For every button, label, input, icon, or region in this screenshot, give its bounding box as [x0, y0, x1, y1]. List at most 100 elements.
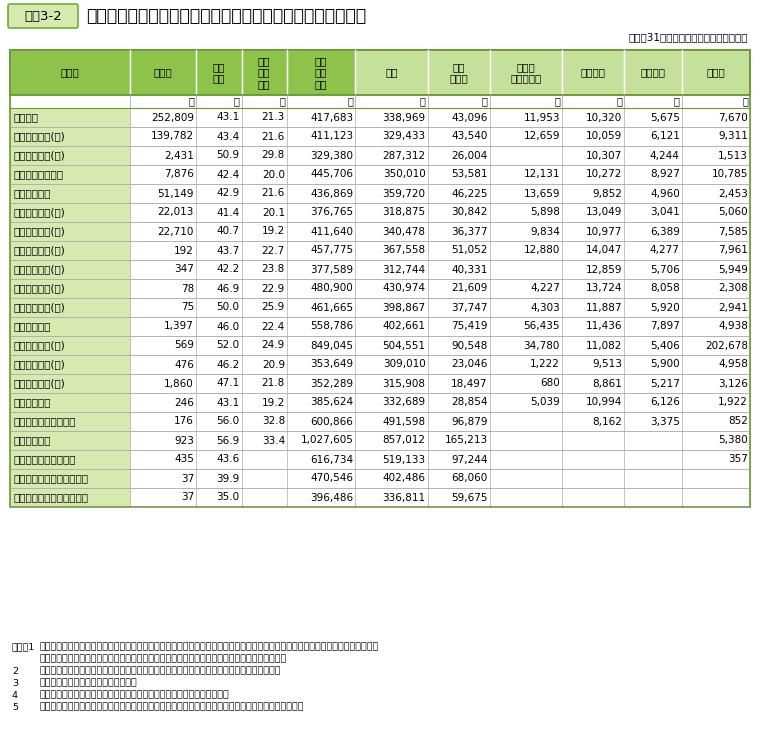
Bar [562, 412, 624, 431]
Text: 332,689: 332,689 [382, 398, 426, 407]
Text: 20.0: 20.0 [262, 169, 285, 180]
Text: 312,744: 312,744 [382, 264, 426, 274]
Text: 円: 円 [674, 96, 679, 107]
Text: 22.9: 22.9 [261, 283, 285, 293]
Text: 78: 78 [181, 283, 194, 293]
Bar [355, 260, 428, 279]
Text: 42.2: 42.2 [217, 264, 239, 274]
Bar [428, 108, 489, 127]
Bar [489, 393, 562, 412]
Bar [562, 108, 624, 127]
Bar [10, 393, 130, 412]
Text: 俸給表: 俸給表 [61, 67, 79, 77]
Bar [428, 355, 489, 374]
Text: 22,710: 22,710 [157, 226, 194, 237]
Text: 2: 2 [12, 666, 18, 675]
Text: 「その他」は、本府省業務調整手当、単身赴任手当（基礎額）、寒冷地手当、特地勤務手当等である。: 「その他」は、本府省業務調整手当、単身赴任手当（基礎額）、寒冷地手当、特地勤務手… [40, 702, 305, 712]
Text: 359,720: 359,720 [382, 188, 426, 199]
Bar [287, 488, 355, 507]
Text: 円: 円 [742, 96, 748, 107]
Bar [428, 488, 489, 507]
Text: 俸給: 俸給 [385, 67, 397, 77]
Text: 10,272: 10,272 [585, 169, 622, 180]
Bar [242, 50, 287, 95]
Text: 68,060: 68,060 [451, 474, 488, 483]
Text: 51,052: 51,052 [451, 245, 488, 255]
Text: 12,131: 12,131 [524, 169, 560, 180]
Bar [682, 50, 750, 95]
Text: 10,307: 10,307 [586, 150, 622, 161]
Bar [624, 50, 682, 95]
Text: 430,974: 430,974 [382, 283, 426, 293]
Text: 3: 3 [12, 678, 18, 688]
Bar [562, 336, 624, 355]
Bar [562, 50, 624, 95]
Text: 75,419: 75,419 [451, 321, 488, 331]
Bar [355, 298, 428, 317]
Text: 53,581: 53,581 [451, 169, 488, 180]
Text: 2,941: 2,941 [718, 302, 748, 312]
Bar [624, 469, 682, 488]
Text: 41.4: 41.4 [217, 207, 239, 218]
Text: 1,513: 1,513 [718, 150, 748, 161]
Bar [196, 431, 242, 450]
Text: 第二号任期付研究員俸給表: 第二号任期付研究員俸給表 [13, 493, 88, 502]
Bar [10, 50, 130, 95]
Bar [624, 127, 682, 146]
Text: 43.1: 43.1 [217, 112, 239, 123]
Bar [682, 355, 750, 374]
Bar [10, 146, 130, 165]
Text: 445,706: 445,706 [310, 169, 353, 180]
Bar [130, 469, 196, 488]
Bar [287, 146, 355, 165]
Bar [624, 222, 682, 241]
Text: 22,013: 22,013 [157, 207, 194, 218]
Text: 専門スタッフ職俸給表: 専門スタッフ職俸給表 [13, 417, 75, 426]
Bar [242, 450, 287, 469]
Bar [130, 127, 196, 146]
Bar [562, 146, 624, 165]
Text: 19.2: 19.2 [261, 398, 285, 407]
Text: 4,938: 4,938 [718, 321, 748, 331]
Text: 住居手当: 住居手当 [641, 67, 665, 77]
Bar [287, 412, 355, 431]
Bar [130, 95, 196, 108]
Text: 402,661: 402,661 [382, 321, 426, 331]
Bar [355, 393, 428, 412]
Text: 円: 円 [554, 96, 560, 107]
Bar [624, 279, 682, 298]
Text: 5: 5 [12, 702, 18, 712]
Text: 1,860: 1,860 [164, 378, 194, 388]
Text: 315,908: 315,908 [382, 378, 426, 388]
Text: 9,311: 9,311 [718, 131, 748, 142]
Bar [624, 146, 682, 165]
Bar [428, 393, 489, 412]
Bar [130, 393, 196, 412]
Text: 7,876: 7,876 [164, 169, 194, 180]
Bar [428, 146, 489, 165]
Text: 6,121: 6,121 [650, 131, 679, 142]
Text: 5,217: 5,217 [650, 378, 679, 388]
Text: 398,867: 398,867 [382, 302, 426, 312]
Text: 340,478: 340,478 [382, 226, 426, 237]
Bar [682, 488, 750, 507]
Text: 平均
年齢: 平均 年齢 [213, 62, 225, 83]
Bar [624, 336, 682, 355]
Bar [489, 95, 562, 108]
Text: 12,859: 12,859 [585, 264, 622, 274]
Bar [10, 317, 130, 336]
Bar [10, 450, 130, 469]
Text: 37,747: 37,747 [451, 302, 488, 312]
Text: 21.6: 21.6 [261, 188, 285, 199]
Text: 4,277: 4,277 [650, 245, 679, 255]
Text: 9,513: 9,513 [592, 359, 622, 369]
Bar [682, 279, 750, 298]
Text: その他: その他 [707, 67, 725, 77]
Text: 96,879: 96,879 [451, 417, 488, 426]
Bar [242, 146, 287, 165]
Text: 29.8: 29.8 [261, 150, 285, 161]
Bar [428, 431, 489, 450]
Text: 海事職俸給表(一): 海事職俸給表(一) [13, 245, 65, 255]
Bar [562, 317, 624, 336]
Text: 318,875: 318,875 [382, 207, 426, 218]
